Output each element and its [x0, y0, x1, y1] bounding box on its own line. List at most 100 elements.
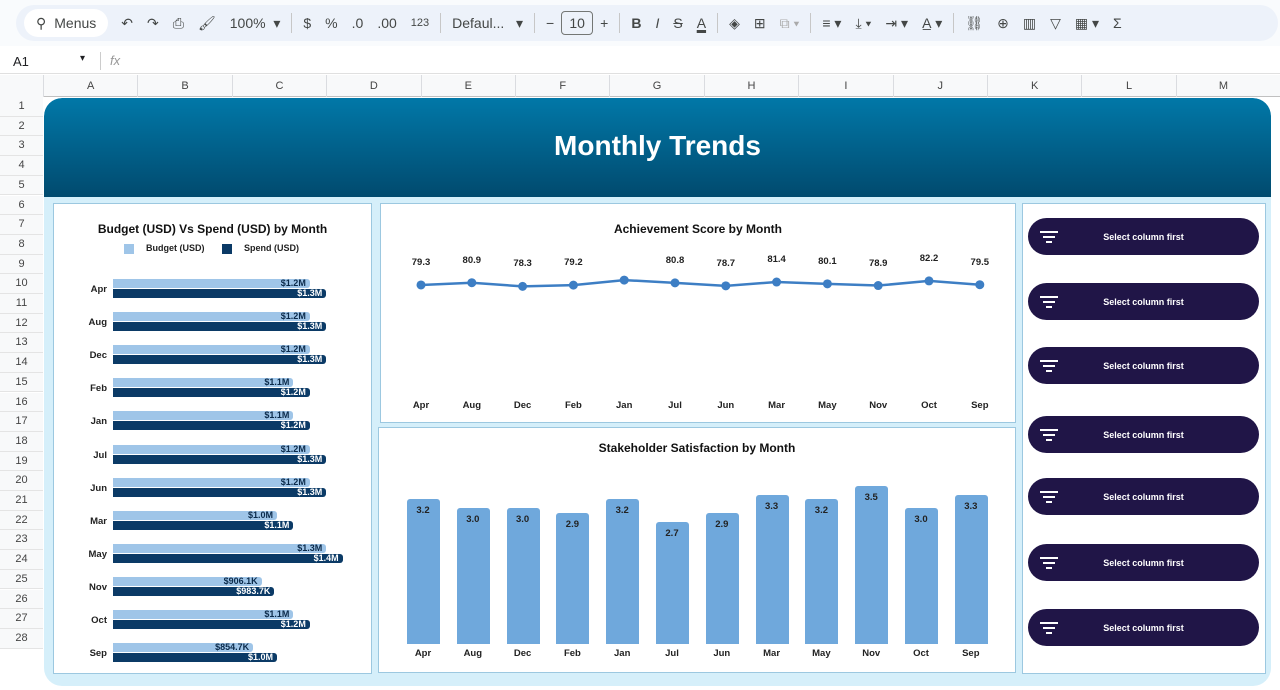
spend-bar[interactable]	[113, 487, 327, 497]
budget-bar[interactable]	[113, 279, 310, 288]
filter-button[interactable]: Select column first	[1028, 347, 1259, 384]
spend-bar[interactable]	[113, 355, 327, 365]
column-header-L[interactable]: L	[1081, 75, 1175, 97]
data-point[interactable]	[772, 277, 782, 287]
row-header-11[interactable]: 11	[0, 294, 43, 314]
select-all-corner[interactable]	[0, 75, 43, 97]
satisfaction-bar[interactable]	[606, 499, 640, 644]
paint-format-icon[interactable]: 🖌	[197, 14, 216, 31]
column-header-A[interactable]: A	[43, 75, 137, 97]
column-header-H[interactable]: H	[703, 75, 798, 97]
increase-decimal-button[interactable]: .00	[377, 15, 397, 31]
row-header-2[interactable]: 2	[0, 116, 43, 137]
decrease-decimal-button[interactable]: .0	[351, 15, 364, 31]
filter-button[interactable]: Select column first	[1028, 478, 1259, 515]
filter-button[interactable]: Select column first	[1028, 544, 1259, 581]
filter-button[interactable]: Select column first	[1028, 609, 1259, 646]
data-point[interactable]	[568, 280, 578, 290]
budget-bar[interactable]	[113, 411, 294, 421]
row-header-4[interactable]: 4	[0, 156, 43, 176]
bold-button[interactable]: B	[631, 15, 642, 31]
satisfaction-bar[interactable]	[805, 499, 839, 644]
spend-bar[interactable]	[113, 454, 327, 464]
spend-bar[interactable]	[113, 553, 343, 563]
data-point[interactable]	[721, 281, 731, 291]
spend-bar[interactable]	[113, 289, 327, 298]
column-header-I[interactable]: I	[798, 75, 892, 97]
satisfaction-bar[interactable]	[656, 521, 689, 644]
satisfaction-bar[interactable]	[755, 494, 789, 644]
currency-button[interactable]: $	[303, 15, 312, 31]
row-header-7[interactable]: 7	[0, 215, 43, 235]
column-header-D[interactable]: D	[326, 75, 420, 97]
row-header-25[interactable]: 25	[0, 569, 43, 590]
spend-bar[interactable]	[113, 586, 275, 596]
satisfaction-bar[interactable]	[556, 512, 590, 644]
filter-button[interactable]: Select column first	[1028, 218, 1259, 255]
filter-button[interactable]: Select column first	[1028, 416, 1259, 453]
strikethrough-icon[interactable]: S	[673, 15, 683, 31]
satisfaction-bar[interactable]	[705, 512, 739, 644]
row-header-5[interactable]: 5	[0, 175, 43, 196]
achievement-score-chart[interactable]: Achievement Score by Month 79.3 Apr 80.9 Au…	[380, 203, 1016, 423]
vertical-align-icon[interactable]: ⤓ ▾	[855, 14, 872, 31]
spend-bar[interactable]	[113, 620, 310, 629]
row-header-8[interactable]: 8	[0, 234, 43, 255]
filter-icon[interactable]: ▽	[1050, 14, 1061, 31]
row-header-3[interactable]: 3	[0, 136, 43, 157]
row-header-1[interactable]: 1	[0, 97, 43, 117]
row-header-21[interactable]: 21	[0, 491, 43, 511]
merge-cells-icon[interactable]: ⧉ ▾	[779, 14, 800, 31]
filter-button[interactable]: Select column first	[1028, 283, 1259, 320]
table-view-icon[interactable]: ▦ ▾	[1074, 14, 1100, 31]
font-select[interactable]: Defaul... ▾	[452, 14, 523, 32]
column-header-C[interactable]: C	[231, 75, 326, 97]
row-header-6[interactable]: 6	[0, 195, 43, 216]
row-header-24[interactable]: 24	[0, 550, 43, 570]
text-rotation-icon[interactable]: A̲ ▾	[922, 14, 943, 31]
data-point[interactable]	[975, 280, 985, 290]
data-point[interactable]	[416, 280, 426, 290]
chart-icon[interactable]: ▥	[1022, 14, 1037, 31]
comment-icon[interactable]: ⊕	[997, 14, 1009, 31]
functions-button[interactable]: Σ	[1113, 15, 1122, 31]
name-box-dropdown-icon[interactable]: ▾	[80, 53, 86, 64]
data-point[interactable]	[467, 278, 477, 288]
satisfaction-bar[interactable]	[855, 485, 889, 644]
row-header-9[interactable]: 9	[0, 254, 43, 275]
data-point[interactable]	[518, 281, 528, 291]
row-header-16[interactable]: 16	[0, 392, 43, 413]
name-box[interactable]: A1	[13, 54, 29, 69]
row-header-22[interactable]: 22	[0, 510, 43, 531]
budget-bar[interactable]	[113, 643, 254, 653]
budget-bar[interactable]	[113, 576, 262, 586]
budget-bar[interactable]	[113, 345, 310, 355]
font-size-input[interactable]: 10	[561, 11, 594, 35]
budget-spend-chart[interactable]: Budget (USD) Vs Spend (USD) by Month Bud…	[53, 203, 372, 674]
italic-button[interactable]: I	[655, 15, 660, 31]
row-header-15[interactable]: 15	[0, 372, 43, 393]
satisfaction-bar[interactable]	[954, 494, 988, 644]
column-header-K[interactable]: K	[987, 75, 1081, 97]
budget-bar[interactable]	[113, 510, 277, 520]
column-header-E[interactable]: E	[420, 75, 515, 97]
budget-bar[interactable]	[113, 477, 310, 487]
column-header-F[interactable]: F	[515, 75, 609, 97]
row-header-13[interactable]: 13	[0, 333, 43, 354]
row-header-17[interactable]: 17	[0, 412, 43, 432]
spend-bar[interactable]	[113, 388, 310, 398]
row-header-26[interactable]: 26	[0, 589, 43, 610]
column-header-J[interactable]: J	[892, 75, 987, 97]
budget-bar[interactable]	[113, 610, 294, 619]
budget-bar[interactable]	[113, 543, 327, 553]
print-icon[interactable]: ⎙	[172, 14, 184, 31]
budget-bar[interactable]	[113, 312, 310, 322]
text-wrap-icon[interactable]: ⇥ ▾	[885, 14, 909, 31]
row-header-28[interactable]: 28	[0, 628, 43, 649]
row-header-19[interactable]: 19	[0, 451, 43, 472]
budget-bar[interactable]	[113, 444, 310, 454]
decrease-font-size-button[interactable]: −	[545, 15, 555, 31]
spend-bar[interactable]	[113, 520, 294, 530]
column-header-G[interactable]: G	[609, 75, 703, 97]
data-point[interactable]	[822, 279, 832, 289]
